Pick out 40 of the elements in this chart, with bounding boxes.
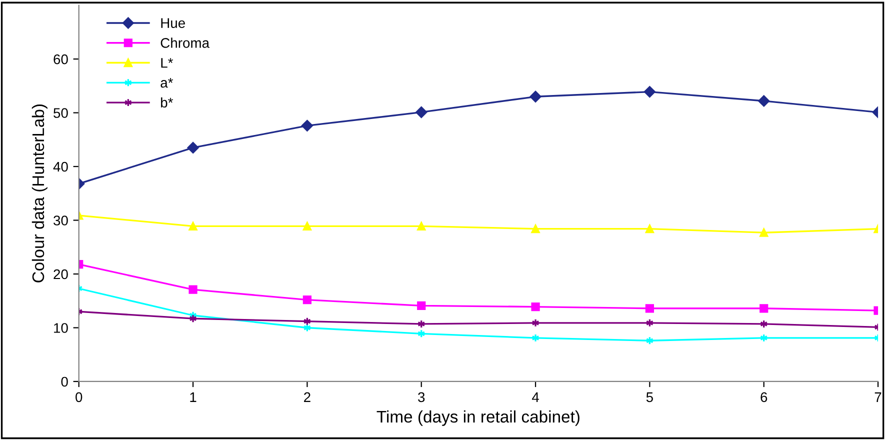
point [416, 106, 428, 118]
legend-label: b* [161, 97, 174, 108]
point [187, 142, 199, 154]
y-tick-label: 0 [61, 376, 68, 387]
point [188, 285, 198, 294]
y-tick-label: 30 [54, 216, 68, 226]
point [760, 228, 768, 237]
point [188, 222, 198, 230]
point [301, 120, 313, 132]
x-tick-label: 4 [532, 392, 539, 402]
point [645, 304, 654, 313]
x-tick-label: 6 [760, 392, 768, 402]
point [531, 302, 540, 312]
legend-label: Hue [161, 18, 185, 28]
x-tick-label: 2 [304, 392, 310, 402]
legend-label: Chroma [160, 38, 210, 48]
x-tick-label: 0 [76, 392, 82, 402]
y-tick-label: 20 [54, 269, 68, 280]
point [302, 222, 312, 230]
y-tick-label: 50 [54, 108, 68, 118]
point [760, 304, 768, 313]
y-axis-title: Colour data (HunterLab) [32, 104, 48, 282]
x-tick-label: 7 [874, 392, 882, 402]
x-tick-label: 5 [646, 392, 653, 402]
x-axis-title: Time (days in retail cabinet) [376, 410, 580, 426]
y-tick-label: 60 [54, 54, 68, 64]
point [530, 90, 542, 102]
point [645, 224, 654, 234]
y-tick-label: 40 [53, 162, 68, 172]
legend-label: L* [161, 58, 174, 68]
point [417, 222, 426, 230]
y-tick-label: 10 [54, 323, 68, 333]
point [758, 95, 770, 107]
point [417, 301, 426, 310]
x-tick-label: 3 [418, 392, 425, 402]
legend-label: a* [160, 78, 174, 88]
x-tick-label: 1 [190, 392, 196, 402]
point [531, 224, 540, 234]
point [644, 86, 656, 98]
point [302, 295, 312, 304]
